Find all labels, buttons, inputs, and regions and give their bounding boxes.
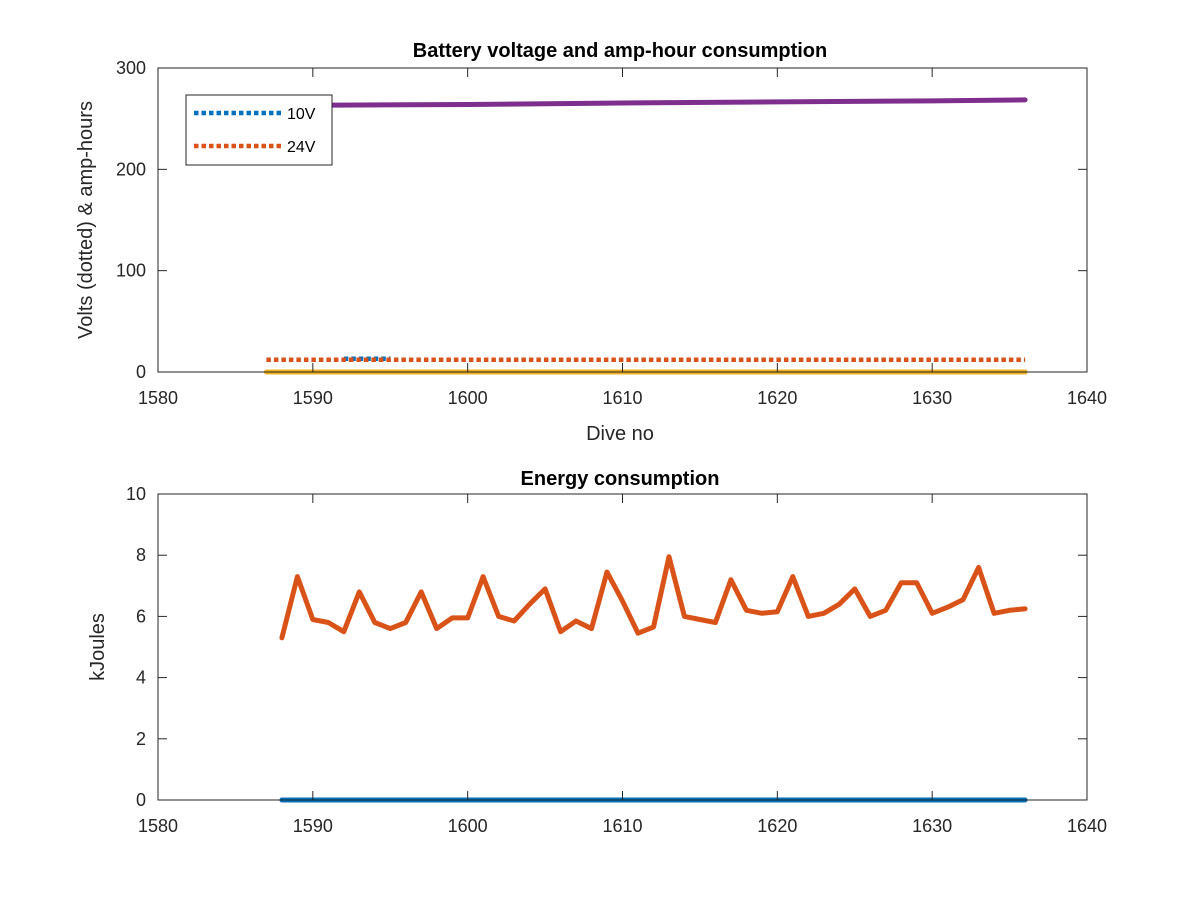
voltage-chart-xlabel: Dive no: [586, 423, 654, 445]
voltage-chart-title: Battery voltage and amp-hour consumption: [413, 40, 827, 62]
energy-chart-xtick-label: 1590: [293, 816, 333, 836]
voltage-chart-series-3: [263, 97, 1028, 108]
voltage-chart-ytick-label: 100: [116, 261, 146, 281]
voltage-chart-xtick-label: 1590: [293, 388, 333, 408]
voltage-chart-ytick-label: 300: [116, 58, 146, 78]
voltage-chart-ylabel: Volts (dotted) & amp-hours: [75, 101, 97, 339]
energy-chart-ytick-label: 6: [136, 606, 146, 626]
voltage-chart-xtick-label: 1640: [1067, 388, 1107, 408]
energy-chart-series-1: [279, 554, 1028, 641]
energy-chart-xtick-label: 1610: [602, 816, 642, 836]
legend-box: [185, 94, 333, 166]
energy-chart-title: Energy consumption: [521, 468, 720, 490]
energy-chart-xtick-label: 1600: [448, 816, 488, 836]
legend-label-24v: 24V: [287, 139, 316, 156]
energy-chart-plot-area: [157, 493, 1088, 801]
energy-chart-ylabel: kJoules: [87, 613, 109, 681]
energy-chart-ytick-label: 2: [136, 729, 146, 749]
voltage-chart-legend: 10V 24V: [185, 94, 333, 166]
legend-label-10v: 10V: [287, 106, 316, 123]
energy-chart-xtick-label: 1630: [912, 816, 952, 836]
voltage-chart-ytick-label: 0: [136, 362, 146, 382]
voltage-chart-ytick-label: 200: [116, 159, 146, 179]
energy-chart-ytick-label: 0: [136, 790, 146, 810]
voltage-chart-xtick-label: 1580: [138, 388, 178, 408]
energy-chart-xtick-label: 1620: [757, 816, 797, 836]
energy-chart-ytick-label: 8: [136, 545, 146, 565]
voltage-chart: Battery voltage and amp-hour consumption…: [75, 40, 1107, 445]
energy-chart-xtick-label: 1640: [1067, 816, 1107, 836]
voltage-chart-xtick-label: 1600: [448, 388, 488, 408]
energy-chart-ytick-label: 4: [136, 668, 146, 688]
voltage-chart-xtick-label: 1610: [602, 388, 642, 408]
voltage-chart-xtick-label: 1620: [757, 388, 797, 408]
voltage-chart-xtick-label: 1630: [912, 388, 952, 408]
energy-chart-xtick-label: 1580: [138, 816, 178, 836]
energy-chart-ytick-label: 10: [126, 484, 146, 504]
energy-chart: Energy consumption 1580 1590 1600 1610 1620 1…: [87, 468, 1107, 836]
